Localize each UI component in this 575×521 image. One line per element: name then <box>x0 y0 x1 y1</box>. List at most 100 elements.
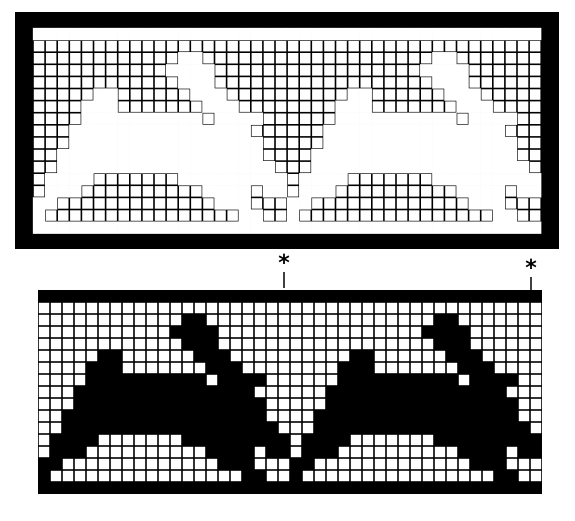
cell <box>58 65 69 76</box>
bottom-chart <box>38 290 542 494</box>
cell <box>62 374 74 386</box>
cell <box>336 198 347 209</box>
cell <box>372 53 384 64</box>
cell <box>118 53 129 64</box>
cell <box>386 302 398 314</box>
pattern-cell <box>62 434 74 446</box>
pattern-cell <box>482 398 494 410</box>
pattern-cell <box>57 27 70 41</box>
pattern-cell <box>226 124 239 138</box>
pattern-cell <box>410 422 422 434</box>
cell <box>398 338 410 350</box>
cell <box>134 434 146 446</box>
pattern-cell <box>335 124 348 138</box>
cell <box>218 326 230 338</box>
pattern-cell <box>374 410 386 422</box>
cell <box>38 302 50 314</box>
cell <box>302 422 314 434</box>
pattern-cell <box>494 482 506 494</box>
pattern-cell <box>432 52 445 65</box>
cell <box>74 302 86 314</box>
cell <box>86 350 98 362</box>
cell <box>266 350 278 362</box>
pattern-cell <box>494 446 506 458</box>
cell <box>50 422 62 434</box>
pattern-cell <box>446 350 458 362</box>
cell <box>518 362 530 374</box>
cell <box>506 386 518 398</box>
cell <box>170 446 182 458</box>
pattern-cell <box>158 410 170 422</box>
cell <box>517 210 529 221</box>
cell <box>530 338 542 350</box>
cell <box>98 326 110 338</box>
cell <box>372 174 384 185</box>
cell <box>518 302 530 314</box>
cell <box>312 77 323 88</box>
cell <box>166 186 178 197</box>
cell <box>410 362 422 374</box>
pattern-cell <box>69 185 82 198</box>
pattern-cell <box>422 410 434 422</box>
pattern-cell <box>530 482 542 494</box>
cell <box>314 326 326 338</box>
cell <box>302 410 314 422</box>
cell <box>433 101 444 112</box>
pattern-cell <box>347 148 360 162</box>
cell <box>408 77 420 88</box>
cell <box>203 198 214 209</box>
pattern-cell <box>93 112 106 125</box>
pattern-cell <box>214 173 227 186</box>
pattern-cell <box>516 173 530 186</box>
cell <box>517 65 529 76</box>
pattern-cell <box>69 173 82 186</box>
cell <box>154 65 166 76</box>
pattern-cell <box>494 290 506 302</box>
pattern-cell <box>170 386 182 398</box>
cell <box>300 101 311 112</box>
cell <box>518 398 530 410</box>
cell <box>158 326 170 338</box>
pattern-cell <box>165 124 179 138</box>
cell <box>408 198 420 209</box>
cell <box>482 338 494 350</box>
pattern-cell <box>202 76 215 89</box>
pattern-cell <box>506 374 518 386</box>
cell <box>350 434 362 446</box>
pattern-cell <box>93 100 106 113</box>
pattern-cell <box>117 160 130 174</box>
cell <box>408 174 420 185</box>
pattern-cell <box>242 374 254 386</box>
pattern-cell <box>178 76 191 89</box>
cell <box>410 458 422 470</box>
cell <box>70 77 81 88</box>
pattern-cell <box>422 326 434 338</box>
pattern-cell <box>410 482 422 494</box>
pattern-cell <box>202 100 215 113</box>
pattern-cell <box>506 422 518 434</box>
cell <box>218 314 230 326</box>
pattern-cell <box>278 290 290 302</box>
cell <box>470 470 482 482</box>
pattern-cell <box>386 290 398 302</box>
pattern-cell <box>468 148 481 162</box>
cell <box>33 137 45 149</box>
cell <box>239 53 250 64</box>
cell <box>45 210 57 221</box>
cell <box>518 374 530 386</box>
cell <box>348 77 359 88</box>
cell <box>384 101 396 112</box>
cell <box>122 470 134 482</box>
cell <box>254 386 266 398</box>
pattern-cell <box>250 173 264 186</box>
pattern-cell <box>432 160 445 174</box>
cell <box>434 458 446 470</box>
pattern-cell <box>323 221 336 234</box>
pattern-cell <box>323 27 336 41</box>
cell <box>398 446 410 458</box>
cell <box>263 113 275 124</box>
pattern-cell <box>182 398 194 410</box>
cell <box>300 65 311 76</box>
pattern-cell <box>374 398 386 410</box>
cell <box>396 65 408 76</box>
